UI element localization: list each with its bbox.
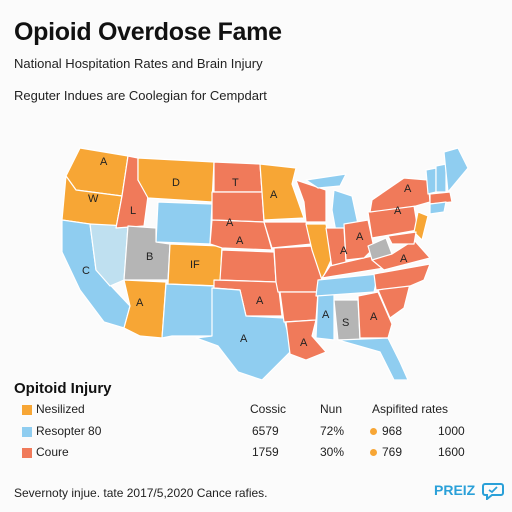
map-label: A (340, 245, 348, 257)
map-label: A (394, 205, 402, 217)
table-cell: 769 (382, 445, 403, 459)
map-label: S (342, 317, 349, 329)
map-label: C (82, 265, 90, 277)
legend-column-header: Nun (320, 402, 343, 416)
table-cell: 1759 (252, 445, 279, 459)
legend-column-header: Aspifited rates (372, 402, 449, 416)
legend-label: Coure (36, 445, 69, 459)
state-kansas (219, 249, 277, 283)
legend-label: Resopter 80 (36, 424, 102, 438)
status-dot (370, 449, 377, 456)
table-cell: 968 (382, 424, 403, 438)
state-illinois (305, 223, 333, 281)
state-south-dakota (211, 191, 265, 223)
page-subtitle: National Hospitation Rates and Brain Inj… (14, 56, 263, 71)
map-label: A (226, 217, 234, 229)
state-tennessee (315, 273, 379, 297)
page-note: Reguter Indues are Coolegian for Cempdar… (14, 88, 267, 103)
chat-bubble-icon (482, 483, 504, 500)
state-georgia (357, 291, 393, 339)
map-label: A (356, 231, 364, 243)
state-ohio (343, 219, 375, 261)
us-map: A W L D T A B IF A C A A A A S A A A A A… (61, 147, 469, 380)
map-label: A (270, 189, 278, 201)
state-nebraska (209, 219, 273, 251)
map-label: IF (190, 259, 200, 271)
state-arkansas (279, 291, 319, 323)
map-label: B (146, 251, 153, 263)
brand-logo: PREIZ (434, 482, 476, 498)
state-vermont (425, 167, 437, 195)
state-new-mexico (161, 283, 215, 339)
map-labels: A W L D T A B IF A C A A A A S A A A A A… (82, 156, 412, 349)
state-virginia (371, 239, 431, 271)
legend-swatch (22, 448, 32, 458)
table-cell: 1600 (438, 445, 465, 459)
state-iowa (263, 221, 313, 249)
map-label: L (130, 205, 136, 217)
state-maryland (387, 231, 417, 245)
map-label: T (232, 177, 239, 189)
map-label: A (404, 183, 412, 195)
table-cell: 30% (320, 445, 345, 459)
state-new-jersey (413, 211, 429, 241)
map-label: W (88, 193, 99, 205)
state-montana (137, 157, 215, 203)
state-michigan-upper (305, 173, 347, 189)
state-arizona (123, 279, 167, 339)
map-label: A (400, 253, 408, 265)
map-label: A (240, 333, 248, 345)
status-dot (370, 428, 377, 435)
legend-swatch (22, 427, 32, 437)
state-north-carolina (373, 263, 431, 291)
map-label: D (172, 177, 180, 189)
map-label: A (136, 297, 144, 309)
legend-label: Nesilized (36, 402, 85, 416)
map-label: A (100, 156, 108, 168)
legend-column-header: Cossic (250, 402, 287, 416)
table-cell: 1000 (438, 424, 465, 438)
state-wisconsin (295, 179, 327, 223)
state-texas (195, 287, 293, 380)
legend-title: Opitoid Injury (14, 380, 112, 397)
state-louisiana (285, 319, 327, 361)
map-label: A (256, 295, 264, 307)
page-title: Opioid Overdose Fame (14, 18, 282, 46)
state-new-hampshire (435, 163, 447, 193)
state-minnesota (259, 163, 305, 221)
map-label: A (300, 337, 308, 349)
state-maine (443, 147, 469, 193)
table-cell: 72% (320, 424, 345, 438)
state-florida (337, 337, 409, 380)
legend-swatch (22, 405, 32, 415)
footer-note: Severnoty injue. tate 2017/5,2020 Cance … (14, 486, 268, 500)
state-massachusetts (429, 191, 453, 205)
map-label: A (322, 309, 330, 321)
table-cell: 6579 (252, 424, 279, 438)
state-connecticut (429, 201, 447, 215)
map-label: A (236, 235, 244, 247)
state-wyoming (155, 201, 213, 245)
map-label: A (370, 311, 378, 323)
